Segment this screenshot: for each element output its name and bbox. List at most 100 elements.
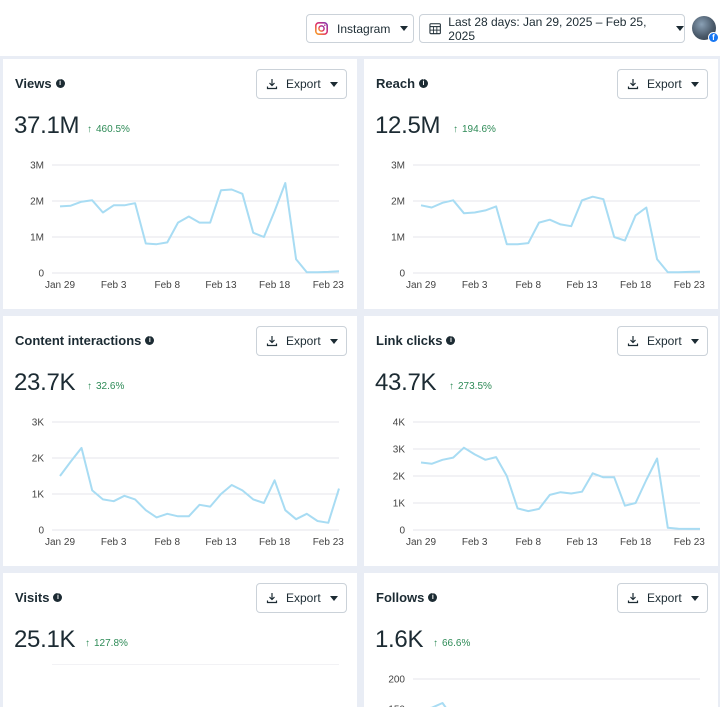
- follows-line-chart: 150 200: [388, 675, 700, 707]
- export-label: Export: [647, 77, 682, 91]
- card-title-label: Follows: [376, 590, 425, 605]
- y-tick-label: 0: [38, 526, 44, 537]
- card-title-link-clicks: Link clicks i: [376, 333, 456, 348]
- x-tick-label: Feb 8: [155, 280, 181, 291]
- y-tick-label: 1M: [391, 233, 405, 244]
- chevron-down-icon: [329, 81, 338, 87]
- y-tick-label: 2K: [32, 454, 45, 465]
- info-icon[interactable]: i: [55, 79, 65, 88]
- metric-value: 25.1K: [14, 626, 76, 653]
- x-tick-label: Feb 18: [620, 280, 652, 291]
- arrow-up-icon: ↑: [85, 638, 90, 649]
- x-tick-label: Feb 3: [462, 537, 488, 548]
- facebook-badge-icon: f: [708, 32, 719, 43]
- arrow-up-icon: ↑: [87, 124, 92, 135]
- chevron-down-icon: [329, 595, 338, 601]
- download-icon: [266, 336, 278, 347]
- link-clicks-line-chart: 0 1K 2K 3K 4K Jan 29 Feb 3 Feb 8 Feb 13 Feb 18 Feb…: [393, 418, 706, 549]
- export-label: Export: [647, 334, 682, 348]
- metric-card-reach: [364, 59, 718, 309]
- card-title-reach: Reach i: [376, 76, 429, 91]
- y-tick-label: 3M: [30, 161, 44, 172]
- metric-card-views: [3, 59, 357, 309]
- y-tick-label: 3K: [393, 445, 406, 456]
- platform-selector[interactable]: Instagram: [306, 14, 414, 43]
- x-tick-label: Feb 8: [155, 537, 181, 548]
- export-button[interactable]: Export: [256, 69, 347, 99]
- export-button[interactable]: Export: [617, 583, 708, 613]
- card-title-visits: Visits i: [15, 590, 63, 605]
- date-range-label: Last 28 days: Jan 29, 2025 – Feb 25, 202…: [448, 14, 647, 43]
- x-tick-label: Feb 13: [205, 537, 237, 548]
- metric-value: 43.7K: [375, 369, 437, 396]
- x-tick-label: Feb 3: [101, 280, 127, 291]
- y-tick-label: 3K: [32, 664, 45, 667]
- x-tick-label: Feb 23: [313, 537, 345, 548]
- series-line: [420, 195, 701, 274]
- download-icon: [627, 336, 639, 347]
- series-line: [429, 702, 447, 707]
- export-button[interactable]: Export: [617, 326, 708, 356]
- x-tick-label: Feb 23: [674, 280, 706, 291]
- y-tick-label: 0: [38, 269, 44, 280]
- export-label: Export: [286, 334, 321, 348]
- metric-delta-label: 460.5%: [96, 124, 130, 135]
- metric-delta: ↑ 460.5%: [87, 124, 130, 135]
- metric-delta-label: 273.5%: [458, 381, 492, 392]
- x-tick-label: Feb 3: [462, 280, 488, 291]
- download-icon: [627, 593, 639, 604]
- avatar[interactable]: f: [692, 16, 719, 43]
- chevron-down-icon: [676, 26, 684, 31]
- metric-value: 23.7K: [14, 369, 76, 396]
- y-tick-label: 200: [388, 675, 405, 686]
- y-tick-label: 1K: [393, 499, 406, 510]
- export-button[interactable]: Export: [617, 69, 708, 99]
- info-icon[interactable]: i: [145, 336, 155, 345]
- info-icon[interactable]: i: [446, 336, 456, 345]
- chevron-down-icon: [400, 26, 409, 31]
- content-interactions-line-chart: 0 1K 2K 3K Jan 29 Feb 3 Feb 8 Feb 13 Feb 18 Feb 2…: [32, 418, 345, 549]
- x-tick-label: Feb 13: [205, 280, 237, 291]
- y-tick-label: 3M: [391, 161, 405, 172]
- export-button[interactable]: Export: [256, 583, 347, 613]
- card-title-content-interactions: Content interactions i: [15, 333, 155, 348]
- metric-delta-label: 127.8%: [94, 638, 128, 649]
- instagram-icon: [315, 22, 328, 35]
- arrow-up-icon: ↑: [433, 638, 438, 649]
- x-tick-label: Feb 18: [259, 537, 291, 548]
- metric-delta-label: 66.6%: [442, 638, 471, 649]
- card-title-label: Views: [15, 76, 52, 91]
- y-tick-label: 150: [388, 705, 405, 707]
- export-button[interactable]: Export: [256, 326, 347, 356]
- x-tick-label: Feb 8: [516, 537, 542, 548]
- top-bar: Instagram Last 28 days: Jan 29, 2025 – F…: [0, 0, 720, 56]
- y-tick-label: 2M: [391, 197, 405, 208]
- visits-line-chart: 3K: [32, 664, 339, 667]
- arrow-up-icon: ↑: [87, 381, 92, 392]
- card-title-views: Views i: [15, 76, 65, 91]
- views-line-chart: 0 1M 2M 3M Jan 29 Feb 3 Feb 8 Feb 13 Feb 18 Feb 2…: [30, 161, 344, 292]
- info-icon[interactable]: i: [419, 79, 429, 88]
- x-tick-label: Jan 29: [45, 537, 75, 548]
- export-label: Export: [286, 591, 321, 605]
- metric-delta: ↑ 127.8%: [85, 638, 128, 649]
- series-line: [420, 446, 700, 530]
- metric-delta: ↑ 194.6%: [453, 124, 496, 135]
- metric-value: 37.1M: [14, 112, 80, 139]
- y-tick-label: 0: [399, 526, 405, 537]
- metric-value: 12.5M: [375, 112, 441, 139]
- y-tick-label: 4K: [393, 418, 406, 429]
- info-icon[interactable]: i: [53, 593, 63, 602]
- y-tick-label: 3K: [32, 418, 45, 429]
- chevron-down-icon: [329, 338, 338, 344]
- card-title-label: Visits: [15, 590, 50, 605]
- download-icon: [627, 79, 639, 90]
- x-tick-label: Feb 3: [101, 537, 127, 548]
- y-tick-label: 1M: [30, 233, 44, 244]
- arrow-up-icon: ↑: [449, 381, 454, 392]
- x-tick-label: Jan 29: [406, 537, 436, 548]
- export-label: Export: [647, 591, 682, 605]
- date-range-selector[interactable]: Last 28 days: Jan 29, 2025 – Feb 25, 202…: [419, 14, 685, 43]
- info-icon[interactable]: i: [428, 593, 438, 602]
- metric-delta-label: 32.6%: [96, 381, 125, 392]
